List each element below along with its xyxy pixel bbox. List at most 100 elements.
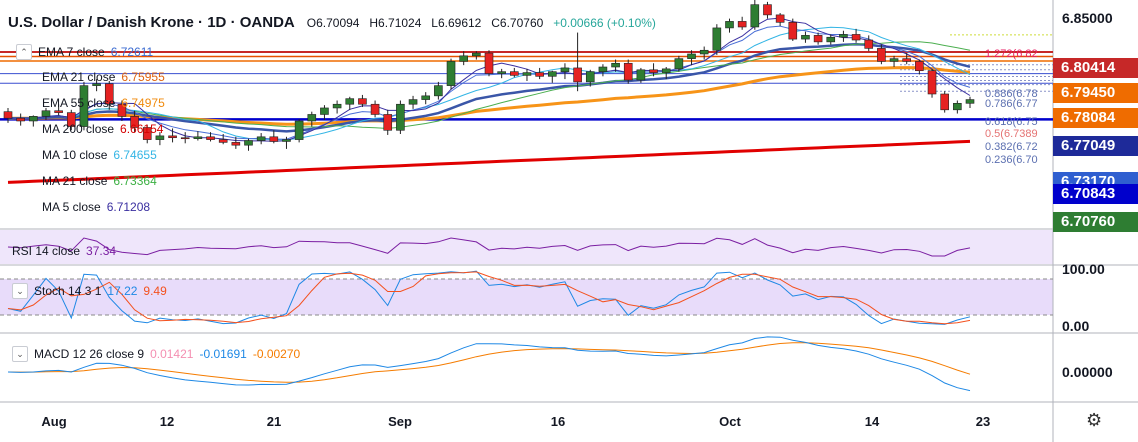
legend-value: 6.74655 — [113, 148, 157, 162]
legend-item[interactable]: MA 200 close 6.66154 — [42, 122, 163, 136]
candle-body — [535, 72, 544, 77]
candle-body — [940, 93, 949, 111]
price-tag: 6.70760 — [1053, 212, 1138, 232]
candle-body — [902, 58, 912, 62]
legend-value: 6.75955 — [121, 70, 165, 84]
candle-body — [66, 112, 76, 127]
legend-label: MA 21 close — [42, 174, 108, 188]
fib-label: 0.886(6.78 — [985, 88, 1038, 100]
candle-body — [104, 83, 114, 105]
legend-item[interactable]: EMA 21 close 6.75955 — [42, 70, 165, 84]
candle-body — [699, 49, 709, 55]
legend-label: MA 5 close — [42, 200, 101, 214]
ma200-line — [7, 139, 971, 184]
candle-body — [598, 66, 608, 72]
candle-body — [54, 110, 63, 113]
candle-body — [522, 72, 532, 76]
time-axis-label: 14 — [864, 414, 880, 429]
candle-body — [180, 137, 190, 140]
fib-label: 0.5(6.7389 — [985, 128, 1038, 140]
fib-label: 0.786(6.77 — [985, 98, 1038, 110]
candle-body — [497, 71, 506, 74]
candle-body — [712, 27, 722, 51]
legend-value: 6.66154 — [120, 122, 164, 136]
candle-body — [421, 95, 431, 100]
macd-axis-zero: 0.00000 — [1062, 364, 1113, 380]
candle-body — [750, 4, 760, 28]
legend-value: 6.73364 — [113, 174, 157, 188]
gear-icon[interactable]: ⚙ — [1086, 410, 1103, 430]
rsi-label: RSI 14 close — [12, 244, 81, 258]
ma10-line — [7, 26, 971, 141]
candle-body — [864, 39, 874, 49]
legend-item[interactable]: MA 10 close 6.74655 — [42, 148, 157, 162]
candle-body — [965, 99, 975, 104]
stoch-k-line — [7, 270, 971, 325]
legend-value: 6.74975 — [121, 96, 165, 110]
legend-label: MA 10 close — [42, 148, 108, 162]
change-value: +0.00666 (+0.10%) — [553, 16, 656, 30]
legend-label: EMA 7 close — [38, 45, 105, 59]
legend-label: EMA 21 close — [42, 70, 116, 84]
price-axis-top: 6.85000 — [1062, 10, 1113, 26]
candle-body — [801, 35, 810, 40]
chevron-down-icon[interactable]: ⌄ — [12, 283, 28, 299]
candle-body — [396, 103, 405, 131]
candle-body — [484, 52, 494, 74]
candle-body — [889, 58, 899, 62]
stoch-axis-bottom: 0.00 — [1062, 318, 1090, 334]
fib-label: 0.618(6.75 — [985, 116, 1038, 128]
fib-label: 0.382(6.72 — [985, 141, 1038, 153]
rsi-value: 37.34 — [86, 244, 117, 258]
macd-legend[interactable]: ⌄ MACD 12 26 close 9 0.01421 -0.01691 -0… — [12, 346, 300, 362]
candle-body — [345, 98, 355, 105]
candle-body — [661, 68, 671, 73]
candle-body — [434, 85, 443, 97]
candle-body — [636, 69, 646, 81]
candle-body — [649, 69, 658, 73]
ema21-line — [7, 43, 971, 133]
candle-body — [244, 140, 253, 146]
stoch-label: Stoch 14 3 1 — [34, 284, 102, 298]
candle-body — [269, 136, 279, 142]
candle-body — [915, 61, 924, 72]
candle-body — [953, 102, 962, 111]
candle-body — [206, 136, 215, 140]
time-axis-label: 16 — [550, 414, 566, 429]
stoch-legend[interactable]: ⌄ Stoch 14 3 1 17.22 9.49 — [12, 283, 167, 299]
stoch-axis-top: 100.00 — [1062, 261, 1105, 277]
price-tag: 6.70843 — [1053, 184, 1138, 204]
legend-item[interactable]: MA 21 close 6.73364 — [42, 174, 157, 188]
candle-body — [155, 135, 165, 140]
time-axis-label: Sep — [388, 414, 412, 429]
candle-body — [41, 110, 51, 117]
candle-body — [611, 62, 620, 68]
candle-body — [813, 35, 823, 43]
candle-body — [560, 67, 570, 72]
candle-body — [29, 116, 38, 122]
legend-item[interactable]: EMA 55 close 6.74975 — [42, 96, 165, 110]
rsi-legend: RSI 14 close 37.34 — [12, 244, 116, 258]
price-tag: 6.79450 — [1053, 83, 1138, 103]
candle-body — [231, 142, 241, 146]
candle-body — [3, 111, 13, 119]
legend-item[interactable]: MA 5 close 6.71208 — [42, 200, 150, 214]
time-axis-label: 12 — [159, 414, 175, 429]
chevron-down-icon[interactable]: ⌄ — [12, 346, 28, 362]
time-axis-label: 23 — [975, 414, 991, 429]
symbol-title: U.S. Dollar / Danish Krone · 1D · OANDA — [8, 14, 295, 31]
rsi-line — [7, 237, 971, 257]
legend-item[interactable]: ⌃ EMA 7 close 6.72611 — [16, 44, 153, 60]
candle-body — [877, 48, 886, 62]
candle-body — [851, 34, 861, 41]
candle-body — [79, 85, 89, 127]
candle-body — [446, 61, 456, 86]
candle-body — [826, 36, 836, 43]
candle-body — [623, 62, 633, 81]
legend-value: 6.72611 — [110, 45, 154, 59]
close-value: C6.70760 — [491, 16, 544, 30]
macd-signal-value: -0.00270 — [252, 347, 301, 361]
chevron-up-icon[interactable]: ⌃ — [16, 44, 32, 60]
candle-body — [358, 98, 367, 105]
